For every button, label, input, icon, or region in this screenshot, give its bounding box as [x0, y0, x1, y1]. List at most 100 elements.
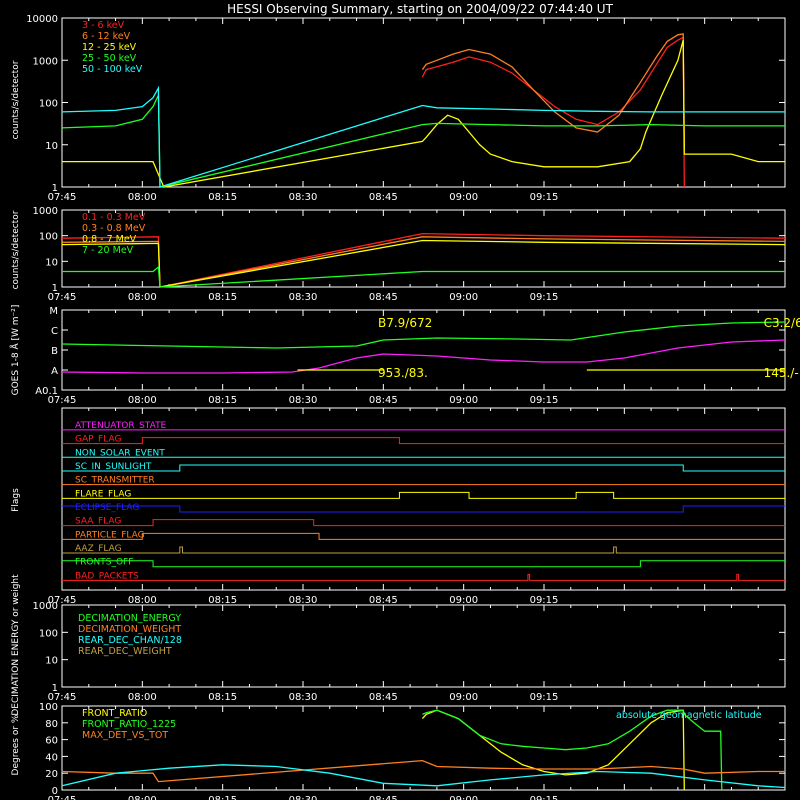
legend-entry: 0.3 - 0.8 MeV: [82, 223, 146, 234]
legend-entry: 12 - 25 keV: [82, 42, 137, 53]
flag-label: FLARE_FLAG: [75, 489, 131, 499]
x-tick-label: 07:45: [48, 595, 77, 606]
y-axis-label: DECIMATION ENERGY or weight: [11, 574, 21, 716]
x-tick-label: 09:00: [449, 192, 478, 203]
y-axis-label: Degrees or %: [11, 714, 21, 775]
y-tick-label: 1: [52, 183, 58, 194]
series-line: [61, 236, 786, 288]
x-tick-label: 08:15: [208, 395, 237, 406]
x-tick-label: 08:45: [369, 395, 398, 406]
series-line: [61, 239, 786, 288]
flag-line: [62, 532, 785, 540]
x-tick-label: 07:45: [48, 192, 77, 203]
legend-entry: REAR_DEC_WEIGHT: [78, 646, 172, 657]
legend-entry: 6 - 12 keV: [82, 31, 131, 42]
panel-flags: 07:45 08:00 08:15 08:30 08:45 09:00 09:15 Flags…: [11, 407, 786, 606]
panel-frame: [61, 604, 786, 688]
y-axis-label: GOES 1-8 Å [W m⁻²]: [9, 305, 21, 396]
x-tick-label: 08:45: [369, 192, 398, 203]
x-tick-label: 09:00: [449, 795, 478, 800]
panel-frame: [61, 705, 786, 791]
x-tick-label: 08:30: [289, 795, 318, 800]
flag-label: BAD_PACKETS: [75, 571, 139, 581]
series-line: [62, 265, 785, 288]
y-tick-label: 1000: [33, 601, 58, 612]
x-tick-label: 08:15: [208, 795, 237, 800]
y-tick-label: 40: [45, 752, 58, 763]
x-tick-label: 08:00: [128, 795, 157, 800]
x-tick-label: 08:00: [128, 292, 157, 303]
x-tick-label: 09:00: [449, 395, 478, 406]
panel-lightcurve-low: 07:45 08:00 08:15 08:30 08:45 09:00 09:15 count…: [11, 14, 786, 203]
flag-line: [62, 519, 785, 527]
flag-label: SC_IN_SUNLIGHT: [75, 462, 152, 472]
series-line: [421, 709, 685, 791]
y-tick-label: 10: [45, 656, 58, 667]
x-tick-label: 08:30: [289, 692, 318, 703]
y-tick-label: 1000: [33, 56, 58, 67]
flag-line: [62, 491, 785, 499]
y-tick-label: 10: [45, 141, 58, 152]
y-tick-label: 80: [45, 719, 58, 730]
x-tick-label: 07:45: [48, 395, 77, 406]
y-tick-label: 100: [39, 628, 58, 639]
legend-entry: DECIMATION_ENERGY: [78, 613, 181, 624]
y-tick-label: 60: [45, 736, 58, 747]
legend-entry: 3 - 6 keV: [82, 20, 125, 31]
y-tick-label: 100: [39, 232, 58, 243]
x-tick-label: 09:00: [449, 692, 478, 703]
panel-frame: [61, 17, 786, 188]
flag-line: [62, 573, 785, 581]
panel-frame: [61, 209, 786, 288]
legend-entry: 0.1 - 0.3 MeV: [82, 212, 146, 223]
y-tick-label: 1: [52, 683, 58, 694]
y-tick-label: B: [51, 346, 58, 357]
y-tick-label: 100: [39, 99, 58, 110]
flag-label: NON_SOLAR_EVENT: [75, 448, 165, 458]
x-tick-label: 08:45: [369, 795, 398, 800]
legend-entry: 25 - 50 keV: [82, 53, 137, 64]
y-tick-label: M: [49, 306, 58, 317]
x-tick-label: 07:45: [48, 795, 77, 800]
legend-entry: FRONT_RATIO: [82, 708, 147, 719]
x-tick-label: 09:00: [449, 292, 478, 303]
y-tick-label: A0.1: [35, 386, 58, 397]
latitude-annotation: absolute geomagnetic latitude: [616, 710, 762, 721]
panel-decimation: 07:45 08:00 08:15 08:30 08:45 09:00 09:15 DECIM…: [11, 574, 786, 716]
series-line: [61, 764, 786, 789]
panel-lightcurve-high: 07:45 08:00 08:15 08:30 08:45 09:00 09:15 count…: [11, 206, 786, 303]
flag-label: PARTICLE_FLAG: [75, 530, 145, 540]
goes-annotation: C3.2/6: [764, 316, 800, 330]
x-tick-label: 09:15: [530, 395, 559, 406]
plot-title: HESSI Observing Summary, starting on 200…: [227, 2, 613, 16]
legend-entry: 0.8 - 7 MeV: [82, 234, 137, 245]
x-tick-label: 08:30: [289, 595, 318, 606]
y-tick-label: 100: [39, 702, 58, 713]
y-axis-label: counts/s/detector: [11, 60, 21, 139]
flag-label: ATTENUATOR_STATE: [75, 421, 167, 431]
x-tick-label: 08:15: [208, 292, 237, 303]
legend-entry: DECIMATION_WEIGHT: [78, 624, 181, 635]
x-tick-label: 08:15: [208, 692, 237, 703]
y-axis-label: Flags: [11, 488, 21, 512]
flag-line: [62, 505, 785, 513]
y-axis-label: counts/s/detector: [11, 210, 21, 289]
panel-frame: [61, 407, 786, 591]
x-tick-label: 08:30: [289, 192, 318, 203]
flag-line: [62, 546, 785, 554]
flag-line: [62, 464, 785, 472]
series-line: [421, 36, 685, 188]
y-tick-label: 20: [45, 769, 58, 780]
y-tick-label: 0: [52, 786, 58, 797]
series-line: [61, 232, 786, 288]
flag-line: [62, 560, 785, 568]
flag-label: SC_TRANSMITTER: [75, 476, 155, 486]
flag-label: GAP_FLAG: [75, 435, 121, 445]
y-tick-label: 1: [52, 283, 58, 294]
x-tick-label: 09:15: [530, 192, 559, 203]
flag-label: ECLIPSE_FLAG: [75, 503, 139, 513]
x-tick-label: 09:15: [530, 595, 559, 606]
goes-annotation: B7.9/672: [378, 316, 432, 330]
legend-entry: REAR_DEC_CHAN/128: [78, 635, 182, 646]
y-tick-label: C: [51, 326, 58, 337]
